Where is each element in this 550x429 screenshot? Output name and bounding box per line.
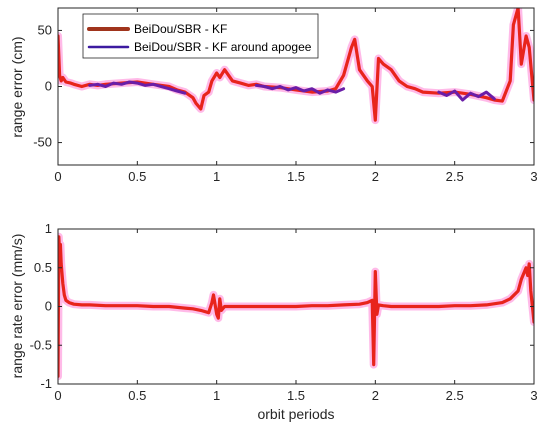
range-error-x-tick-label: 2	[372, 169, 379, 184]
range-rate-error-y-tick-label: -0.5	[30, 337, 52, 352]
range-error-y-tick-label: 50	[38, 22, 52, 37]
range-error-x-tick-label: 3	[530, 169, 537, 184]
range-error-x-tick-label: 0	[54, 169, 61, 184]
range-error-x-tick-label: 0.5	[128, 169, 146, 184]
range-error-x-tick-label: 2.5	[446, 169, 464, 184]
range-rate-error-y-tick-label: 1	[45, 221, 52, 236]
range-rate-error-panel: 0 0.5 1 1.5 2 2.5 3 -1 -0.5 0 0.5 1 range rate err…	[9, 221, 538, 422]
range-error-series-apogee-line-0	[88, 80, 187, 95]
range-rate-error-y-tick-label: 0.5	[34, 260, 52, 275]
range-rate-error-x-tick-label: 0	[54, 388, 61, 403]
range-rate-error-x-tick-label: 0.5	[128, 388, 146, 403]
range-error-x-ticks: 0 0.5 1 1.5 2 2.5 3	[54, 8, 538, 184]
legend-box	[82, 13, 319, 59]
range-rate-error-y-axis-label: range rate error (mm/s)	[9, 234, 25, 379]
range-error-series-apogee-line-2	[437, 89, 496, 102]
legend-label-kf-apogee: BeiDou/SBR - KF around apogee	[134, 40, 312, 54]
range-rate-error-lines	[58, 232, 534, 381]
range-rate-error-x-tick-label: 2.5	[446, 388, 464, 403]
range-error-y-ticks: -50 0 50	[33, 22, 534, 150]
range-rate-error-plot-area	[58, 232, 534, 381]
range-rate-error-x-ticks: 0 0.5 1 1.5 2 2.5 3	[54, 229, 538, 403]
range-rate-error-x-tick-label: 3	[530, 388, 537, 403]
range-rate-error-y-tick-label: -1	[40, 376, 52, 391]
range-rate-error-y-ticks: -1 -0.5 0 0.5 1	[30, 221, 534, 391]
x-axis-label: orbit periods	[257, 406, 334, 422]
range-error-x-tick-label: 1.5	[287, 169, 305, 184]
range-error-panel: 0 0.5 1 1.5 2 2.5 3 -50 0 50 range error (cm) Be…	[9, 7, 538, 184]
range-rate-error-x-tick-label: 1	[213, 388, 220, 403]
range-error-legend: BeiDou/SBR - KF BeiDou/SBR - KF around a…	[82, 13, 319, 59]
range-error-series-apogee-line-1	[254, 83, 346, 95]
range-rate-error-y-tick-label: 0	[45, 299, 52, 314]
range-error-y-axis-label: range error (cm)	[9, 36, 25, 137]
range-error-y-tick-label: 0	[45, 79, 52, 94]
range-error-y-tick-label: -50	[33, 135, 52, 150]
legend-label-kf: BeiDou/SBR - KF	[134, 22, 227, 36]
range-rate-error-x-tick-label: 2	[372, 388, 379, 403]
range-error-x-tick-label: 1	[213, 169, 220, 184]
range-rate-error-x-tick-label: 1.5	[287, 388, 305, 403]
range-error-lines	[58, 8, 534, 125]
range-rate-error-series-kf-line	[58, 235, 534, 378]
range-error-plot-area	[58, 8, 534, 125]
